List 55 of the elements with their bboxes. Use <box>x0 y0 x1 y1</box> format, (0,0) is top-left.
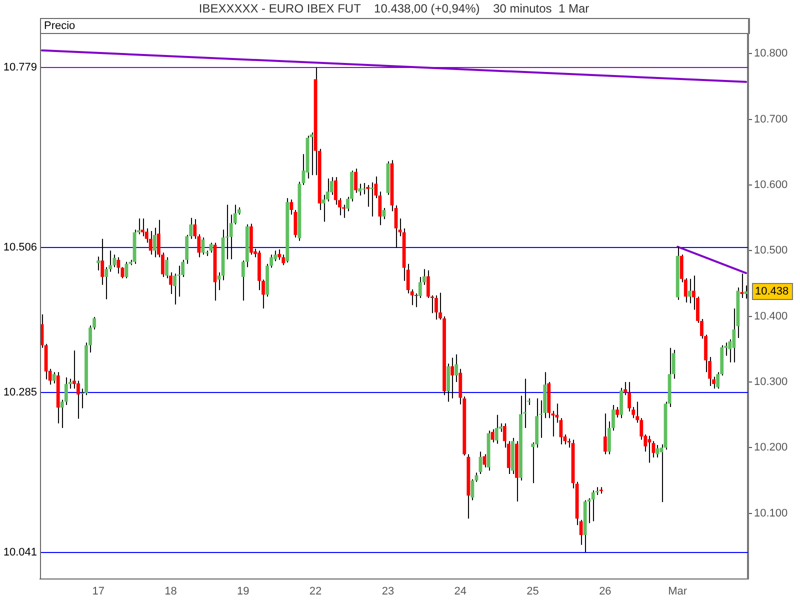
candlestick <box>116 256 120 274</box>
y-tick-label: 10.400 <box>754 310 788 322</box>
candlestick <box>100 238 104 286</box>
candlestick <box>104 266 108 300</box>
y-tick-label: 10.700 <box>754 113 788 126</box>
candlestick <box>426 270 430 298</box>
x-tick-label: 17 <box>92 586 104 598</box>
ref-line-label: 10.041 <box>3 546 37 559</box>
y-tick-label: 10.300 <box>754 376 788 388</box>
candlestick <box>434 294 438 320</box>
candlestick <box>688 278 692 304</box>
ref-line-label: 10.779 <box>3 62 37 74</box>
candlestick <box>112 254 116 268</box>
candlestick <box>148 230 152 256</box>
candlestick <box>382 208 386 220</box>
candlestick <box>278 248 282 260</box>
candlestick <box>334 176 338 206</box>
x-tick-label: 18 <box>164 586 177 598</box>
text: 10.438 <box>755 286 789 298</box>
candlestick <box>591 490 595 522</box>
candlestick <box>140 218 144 237</box>
candlestick <box>414 292 418 308</box>
candlestick <box>152 227 156 258</box>
y-tick-label: 10.100 <box>754 507 788 520</box>
candlestick <box>362 182 366 195</box>
y-axis-title: Precio <box>44 20 76 32</box>
candlestick <box>201 237 205 256</box>
y-tick-label: 10.500 <box>754 244 788 257</box>
x-tick-label: 22 <box>309 586 322 598</box>
x-tick-label: 19 <box>237 586 250 598</box>
candlestick <box>494 414 498 444</box>
x-tick-label: 24 <box>454 586 466 598</box>
x-tick-label: 23 <box>382 586 394 598</box>
y-tick-label: 10.600 <box>754 179 788 192</box>
candlestick <box>165 256 168 279</box>
x-tick-label: 26 <box>599 586 612 598</box>
candlestick <box>96 256 100 271</box>
candlestick <box>628 382 632 412</box>
ref-line-label: 10.506 <box>3 242 37 254</box>
candlestick <box>366 184 370 208</box>
ref-line-label: 10.285 <box>3 386 37 399</box>
candlestick <box>322 194 326 222</box>
x-tick-label: Mar <box>668 586 688 598</box>
candlestick <box>450 357 454 399</box>
candlestick <box>354 168 358 194</box>
x-tick-label: 25 <box>526 586 539 598</box>
candlestick <box>603 413 607 455</box>
y-tick-label: 10.800 <box>754 48 788 60</box>
candlestick <box>648 435 652 464</box>
candlestick <box>52 372 56 384</box>
y-tick-label: 10.200 <box>754 442 788 454</box>
candlestick <box>616 406 619 418</box>
candlestick <box>370 182 374 218</box>
chart-title: IBEXXXXX - EURO IBEX FUT 10.438,00 (+0,94%) 30 minutos 1 Mar <box>198 1 590 16</box>
candlestick <box>173 273 176 306</box>
